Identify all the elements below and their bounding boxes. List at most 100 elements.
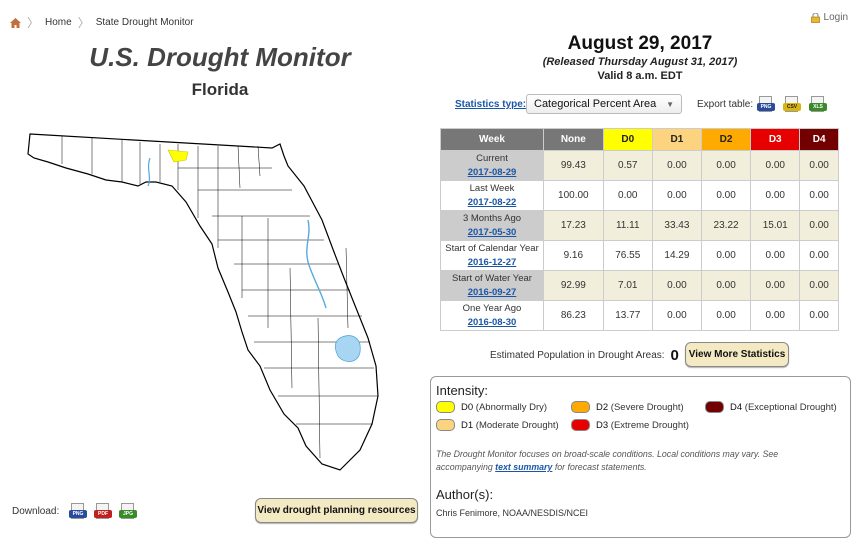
home-icon[interactable]	[10, 17, 21, 28]
authors-title: Author(s):	[436, 487, 494, 502]
st-johns-river	[306, 219, 327, 309]
value-cell: 23.22	[700, 210, 752, 241]
column-header-d1: D1	[651, 128, 702, 151]
week-cell: Start of Water Year 2016-09-27	[440, 270, 544, 301]
week-date-link[interactable]: 2016-09-27	[467, 286, 517, 298]
export-png-icon[interactable]: PNG	[757, 96, 775, 114]
value-cell: 0.00	[750, 240, 801, 271]
login-link[interactable]: Login	[810, 12, 848, 23]
legend-item-d2: D2 (Severe Drought)	[571, 401, 684, 413]
statistics-type-select[interactable]: Categorical Percent Area ▼	[526, 94, 682, 114]
table-row: Start of Calendar Year 2016-12-27 9.16 76.5…	[440, 240, 839, 271]
value-cell: 0.00	[750, 180, 801, 211]
week-date-link[interactable]: 2017-05-30	[467, 226, 517, 238]
chevron-right-icon: 〉	[77, 16, 90, 30]
value-cell: 86.23	[543, 300, 604, 331]
column-header-none: None	[543, 128, 604, 151]
value-cell: 99.43	[543, 150, 604, 181]
column-header-d0: D0	[602, 128, 653, 151]
week-date-link[interactable]: 2017-08-29	[467, 166, 517, 178]
chevron-down-icon: ▼	[666, 99, 674, 109]
week-date-link[interactable]: 2017-08-22	[467, 196, 517, 208]
login-label: Login	[823, 12, 848, 23]
week-label: 3 Months Ago	[462, 212, 522, 224]
value-cell: 17.23	[543, 210, 604, 241]
release-date: (Released Thursday August 31, 2017)	[542, 56, 738, 68]
week-cell: One Year Ago 2016-08-30	[440, 300, 544, 331]
breadcrumb-home-link[interactable]: Home	[45, 17, 72, 28]
table-row: Start of Water Year 2016-09-27 92.99 7.01 0.…	[440, 270, 839, 301]
value-cell: 0.00	[750, 270, 801, 301]
value-cell: 0.00	[799, 300, 839, 331]
page-title: U.S. Drought Monitor	[89, 42, 351, 72]
week-cell: 3 Months Ago 2017-05-30	[440, 210, 544, 241]
week-label: One Year Ago	[462, 302, 522, 314]
download-jpg-icon[interactable]: JPG	[119, 503, 137, 521]
value-cell: 92.99	[543, 270, 604, 301]
download-pdf-icon[interactable]: PDF	[94, 503, 112, 521]
table-row: Current 2017-08-29 99.43 0.57 0.00 0.00 0.00 0.…	[440, 150, 839, 181]
download-label: Download:	[12, 506, 60, 517]
value-cell: 0.00	[799, 270, 839, 301]
export-xls-icon[interactable]: XLS	[809, 96, 827, 114]
legend-item-d4: D4 (Exceptional Drought)	[705, 401, 837, 413]
view-more-statistics-button[interactable]: View More Statistics	[685, 342, 789, 367]
export-table-label: Export table:	[697, 99, 754, 110]
value-cell: 0.00	[750, 300, 801, 331]
legend-item-d1: D1 (Moderate Drought)	[436, 419, 559, 431]
authors-list: Chris Fenimore, NOAA/NESDIS/NCEI	[436, 508, 589, 518]
population-label: Estimated Population in Drought Areas:	[490, 350, 665, 361]
value-cell: 0.00	[700, 240, 752, 271]
value-cell: 0.00	[651, 150, 702, 181]
table-row: One Year Ago 2016-08-30 86.23 13.77 0.00 0.00…	[440, 300, 839, 331]
value-cell: 11.11	[602, 210, 653, 241]
population-value: 0	[670, 347, 679, 364]
legend-swatch-d1	[436, 419, 455, 431]
valid-time: Valid 8 a.m. EDT	[597, 70, 683, 82]
legend-swatch-d2	[571, 401, 590, 413]
view-drought-planning-resources-button[interactable]: View drought planning resources	[255, 498, 418, 523]
value-cell: 0.00	[799, 180, 839, 211]
statistics-type-value: Categorical Percent Area	[534, 98, 657, 110]
value-cell: 33.43	[651, 210, 702, 241]
florida-outline	[27, 133, 379, 471]
text-summary-link[interactable]: text summary	[495, 462, 553, 472]
export-csv-icon[interactable]: CSV	[783, 96, 801, 114]
value-cell: 14.29	[651, 240, 702, 271]
state-name: Florida	[191, 80, 249, 99]
value-cell: 0.00	[602, 180, 653, 211]
value-cell: 0.00	[651, 270, 702, 301]
week-label: Current	[476, 152, 508, 164]
value-cell: 0.00	[651, 180, 702, 211]
drought-statistics-table: Week None D0 D1 D2 D3 D4 Current 2017-08-…	[440, 128, 839, 331]
value-cell: 0.00	[799, 210, 839, 241]
lock-icon	[810, 12, 820, 23]
legend-item-d0: D0 (Abnormally Dry)	[436, 401, 547, 413]
value-cell: 9.16	[543, 240, 604, 271]
value-cell: 0.00	[700, 150, 752, 181]
breadcrumb: 〉 Home 〉 State Drought Monitor	[10, 14, 194, 31]
value-cell: 7.01	[602, 270, 653, 301]
week-cell: Current 2017-08-29	[440, 150, 544, 181]
value-cell: 0.00	[799, 240, 839, 271]
week-date-link[interactable]: 2016-12-27	[467, 256, 517, 268]
value-cell: 0.00	[750, 150, 801, 181]
statistics-type-label[interactable]: Statistics type:	[455, 99, 527, 110]
map-date: August 29, 2017	[567, 33, 713, 54]
breadcrumb-current: State Drought Monitor	[95, 17, 194, 28]
value-cell: 0.00	[799, 150, 839, 181]
column-header-d4: D4	[799, 128, 839, 151]
value-cell: 76.55	[602, 240, 653, 271]
legend-swatch-d4	[705, 401, 724, 413]
week-label: Last Week	[469, 182, 515, 194]
drought-monitor-note: The Drought Monitor focuses on broad-sca…	[436, 449, 779, 472]
value-cell: 0.00	[651, 300, 702, 331]
week-cell: Last Week 2017-08-22	[440, 180, 544, 211]
week-cell: Start of Calendar Year 2016-12-27	[440, 240, 544, 271]
week-date-link[interactable]: 2016-08-30	[467, 316, 517, 328]
value-cell: 13.77	[602, 300, 653, 331]
download-png-icon[interactable]: PNG	[69, 503, 87, 521]
value-cell: 0.00	[700, 300, 752, 331]
column-header-d3: D3	[750, 128, 801, 151]
lake-okeechobee	[334, 335, 361, 362]
